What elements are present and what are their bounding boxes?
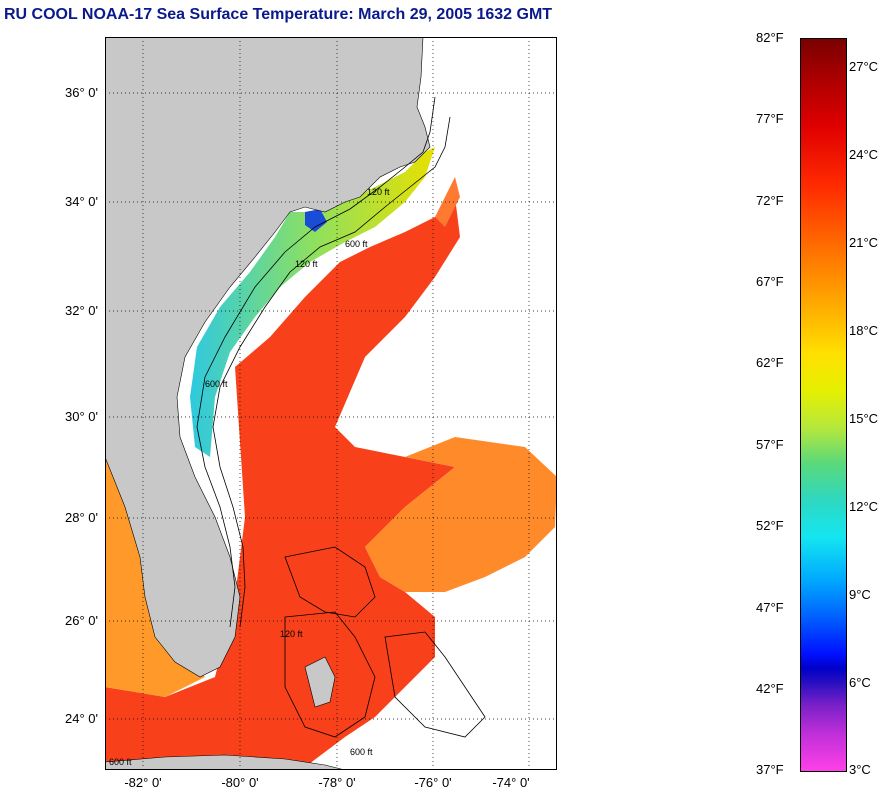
colorbar-c-label: 12°C	[849, 499, 879, 514]
contour-label: 600 ft	[350, 747, 373, 757]
contour-label: 120 ft	[367, 187, 390, 197]
colorbar-c-label: 18°C	[849, 323, 879, 338]
graticule	[105, 37, 557, 770]
map-title: RU COOL NOAA-17 Sea Surface Temperature:…	[4, 6, 553, 23]
colorbar-c-label: 24°C	[849, 147, 879, 162]
shelf-water	[190, 147, 435, 457]
outer-water	[365, 437, 557, 592]
gulf-stream-water	[105, 197, 460, 770]
colorbar-c-label: 3°C	[849, 762, 871, 777]
colorbar-c-label: 27°C	[849, 59, 879, 74]
sst-map: 120 ft 600 ft 120 ft 600 ft 120 ft 600 f…	[105, 37, 557, 770]
contour-label: 120 ft	[295, 259, 318, 269]
colorbar-c-label: 6°C	[849, 675, 871, 690]
lon-label: -82° 0'	[124, 775, 162, 790]
contour-bahamas-south	[284, 611, 376, 738]
lat-label: 28° 0'	[65, 510, 98, 525]
colorbar-f-label: 67°F	[756, 274, 784, 289]
colorbar-f-label: 52°F	[756, 518, 784, 533]
colorbar-f-label: 42°F	[756, 681, 784, 696]
cuba-land	[105, 754, 346, 770]
lon-label: -78° 0'	[318, 775, 356, 790]
sst-map-canvas: 120 ft 600 ft 120 ft 600 ft 120 ft 600 f…	[105, 37, 557, 770]
colorbar-f-label: 62°F	[756, 355, 784, 370]
colorbar-f-label: 72°F	[756, 193, 784, 208]
contour-keys	[384, 631, 486, 738]
lat-label: 26° 0'	[65, 613, 98, 628]
lat-label: 36° 0'	[65, 85, 98, 100]
outer-water-north	[435, 177, 460, 227]
lon-label: -76° 0'	[414, 775, 452, 790]
map-border	[105, 37, 557, 770]
colorbar-c-label: 21°C	[849, 235, 879, 250]
lat-label: 32° 0'	[65, 303, 98, 318]
colorbar-f-label: 37°F	[756, 762, 784, 777]
bahamas-land	[304, 656, 336, 708]
temperature-colorbar	[800, 38, 847, 772]
colorbar-f-label: 77°F	[756, 111, 784, 126]
contour-label: 600 ft	[205, 379, 228, 389]
colorbar-c-label: 9°C	[849, 587, 871, 602]
colorbar-f-label: 82°F	[756, 30, 784, 45]
contour-bahamas	[284, 546, 376, 618]
lon-label: -80° 0'	[221, 775, 259, 790]
contour-600ft	[212, 116, 451, 628]
lat-label: 30° 0'	[65, 409, 98, 424]
lat-label: 24° 0'	[65, 711, 98, 726]
lat-label: 34° 0'	[65, 194, 98, 209]
us-east-coast-land	[105, 37, 431, 678]
contour-label: 600 ft	[109, 757, 132, 767]
contour-120ft	[196, 96, 436, 628]
lon-label: -74° 0'	[492, 775, 530, 790]
contour-label: 600 ft	[345, 239, 368, 249]
colorbar-f-label: 57°F	[756, 437, 784, 452]
colorbar-f-label: 47°F	[756, 600, 784, 615]
colorbar-c-label: 15°C	[849, 411, 879, 426]
cold-pocket	[305, 209, 327, 232]
contour-label: 120 ft	[280, 629, 303, 639]
